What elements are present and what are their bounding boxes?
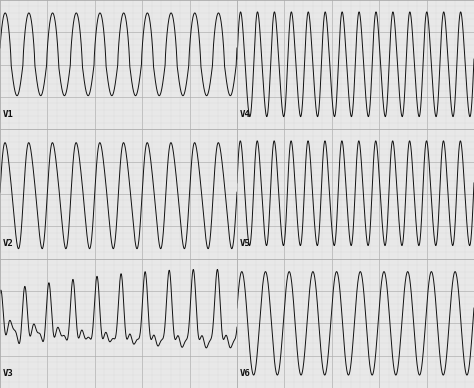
Text: V4: V4: [240, 110, 251, 119]
Text: V1: V1: [3, 110, 14, 119]
Text: V2: V2: [3, 239, 14, 248]
Text: V3: V3: [3, 369, 14, 378]
Text: V6: V6: [240, 369, 251, 378]
Text: V5: V5: [240, 239, 251, 248]
